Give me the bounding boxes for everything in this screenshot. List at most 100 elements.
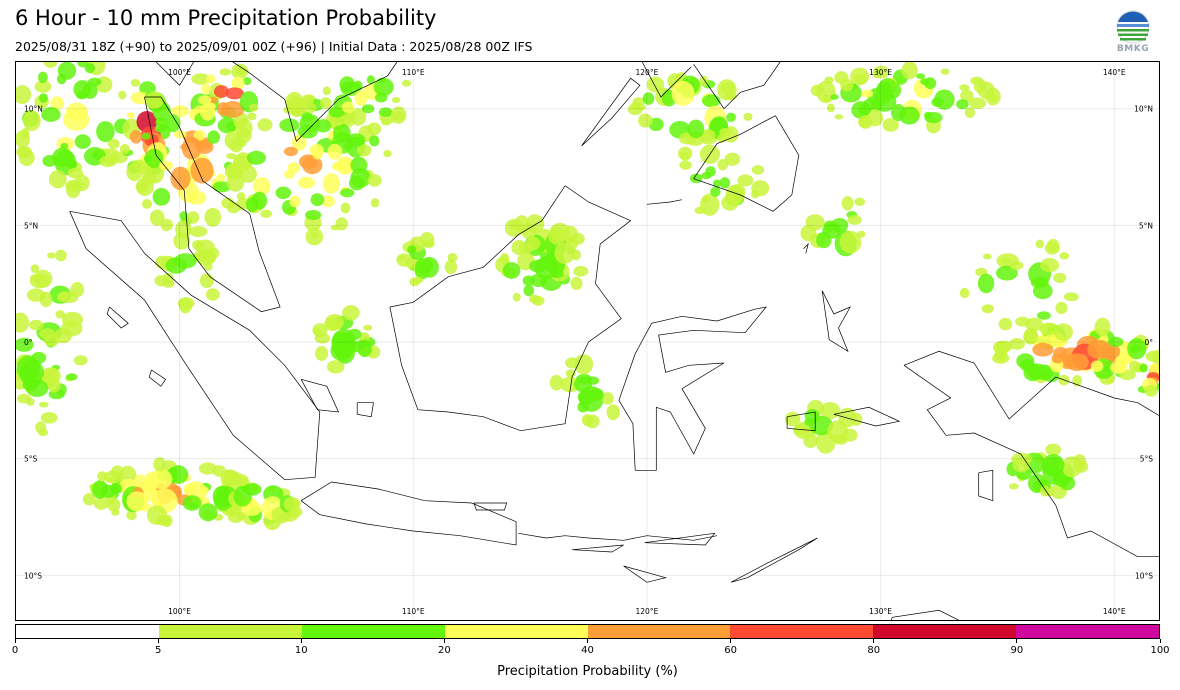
siberut-coast — [148, 369, 167, 387]
precip-cell-346 — [920, 78, 930, 85]
precip-cell-303 — [717, 79, 737, 101]
lon-tick-top-120: 120°E — [636, 68, 659, 77]
precip-cell-3 — [16, 85, 32, 105]
precip-cell-264 — [322, 86, 331, 96]
colorbar-segment-5 — [730, 625, 874, 638]
precip-cell-626 — [104, 470, 122, 484]
precip-cell-46 — [57, 62, 77, 80]
precip-cell-393 — [531, 296, 545, 306]
precip-cell-220 — [335, 217, 348, 231]
precip-cell-613 — [212, 465, 226, 477]
precip-cell-207 — [251, 191, 268, 210]
precip-cell-384 — [678, 146, 693, 161]
nias-coast — [106, 306, 129, 329]
precip-cell-155 — [224, 131, 242, 150]
precip-cell-357 — [824, 76, 834, 84]
precip-cell-354 — [872, 69, 882, 78]
precip-cell-487 — [314, 333, 331, 344]
precip-cell-787 — [574, 376, 592, 393]
precip-cell-320 — [882, 118, 899, 132]
precip-cell-257 — [373, 78, 394, 96]
indochina-coast — [155, 62, 398, 142]
colorbar-segment-0 — [16, 625, 159, 638]
colorbar — [15, 624, 1160, 639]
precip-cell-481 — [326, 360, 345, 374]
precip-cell-222 — [301, 112, 314, 122]
precip-cell-542 — [16, 337, 34, 352]
precip-cell-776 — [577, 401, 589, 413]
precip-cell-16 — [20, 128, 30, 139]
precip-cell-110 — [212, 181, 231, 193]
precip-cell-647 — [236, 511, 246, 520]
tick-labels: 100°E 100°E 110°E 110°E 120°E 120°E 130°E 130°E… — [24, 68, 1153, 616]
precip-cell-259 — [361, 104, 375, 114]
precip-cell-123 — [186, 211, 200, 224]
precip-cell-41 — [38, 71, 48, 83]
precip-cell-362 — [916, 73, 926, 79]
precip-cell-337 — [901, 62, 918, 80]
precip-cell-300 — [632, 97, 646, 106]
precip-cell-205 — [224, 163, 244, 180]
precip-cell-805 — [982, 253, 992, 260]
precip-cell-310 — [968, 97, 987, 109]
precip-cell-50 — [48, 170, 67, 189]
lat-tick-right--10: 10°S — [1135, 571, 1153, 580]
precip-cell-341 — [956, 99, 969, 110]
precip-cell-503 — [55, 310, 65, 319]
precip-cell-540 — [25, 379, 49, 397]
precip-cell-77 — [129, 130, 143, 144]
lat-tick-left-10: 10°N — [24, 105, 43, 114]
precip-cell-469 — [174, 253, 197, 269]
precip-cell-432 — [514, 215, 530, 233]
colorbar-segment-2 — [301, 625, 445, 638]
precip-cell-170 — [357, 144, 372, 157]
precip-cell-715 — [1107, 336, 1124, 347]
precip-cell-290 — [699, 75, 709, 87]
precip-cell-177 — [238, 138, 247, 148]
palawan-coast — [581, 77, 641, 147]
precip-cell-785 — [606, 404, 620, 421]
precip-cell-75 — [126, 112, 135, 119]
precip-cell-812 — [959, 287, 970, 299]
precip-cell-360 — [964, 107, 976, 118]
precip-cell-800 — [1040, 258, 1060, 273]
precip-cell-527 — [61, 291, 79, 303]
precip-cell-139 — [159, 160, 173, 171]
precip-cell-445 — [444, 259, 458, 275]
lat-tick-left--10: 10°S — [24, 571, 42, 580]
precip-cell-246 — [391, 96, 401, 104]
precip-cell-73 — [119, 144, 130, 154]
precip-cell-501 — [73, 355, 88, 366]
precip-cell-718 — [1008, 338, 1025, 350]
precip-cell-377 — [751, 189, 760, 199]
precip-cell-625 — [198, 503, 218, 522]
lat-tick-left--5: 5°S — [24, 455, 38, 464]
precip-cell-234 — [219, 68, 232, 76]
precip-cell-484 — [315, 346, 329, 361]
precip-cell-221 — [346, 133, 366, 147]
precip-cell-381 — [694, 206, 706, 215]
precip-cell-56 — [130, 79, 141, 87]
precip-cell-166 — [283, 146, 298, 157]
precip-cell-198 — [275, 186, 292, 200]
precip-cell-347 — [851, 101, 871, 119]
precip-cell-416 — [573, 265, 589, 277]
precip-cell-244 — [320, 97, 332, 109]
precip-cell-229 — [235, 67, 246, 76]
precip-cell-386 — [725, 184, 745, 205]
luzon-coast — [641, 62, 692, 98]
precip-cell-757 — [1042, 454, 1065, 477]
precip-cell-356 — [858, 115, 873, 129]
precip-cell-754 — [1061, 456, 1082, 478]
precip-cell-361 — [924, 111, 933, 119]
precip-cell-534 — [26, 398, 35, 406]
precip-cell-263 — [366, 75, 375, 85]
colorbar-tick-20: 20 — [424, 639, 464, 656]
sumba-coast — [623, 565, 667, 583]
precip-cell-88 — [149, 209, 165, 226]
precip-cell-302 — [642, 92, 655, 105]
lon-tick-top-100: 100°E — [168, 68, 191, 77]
talaud-coast — [803, 242, 809, 254]
precip-cell-520 — [47, 252, 56, 259]
precip-cell-137 — [140, 165, 153, 177]
